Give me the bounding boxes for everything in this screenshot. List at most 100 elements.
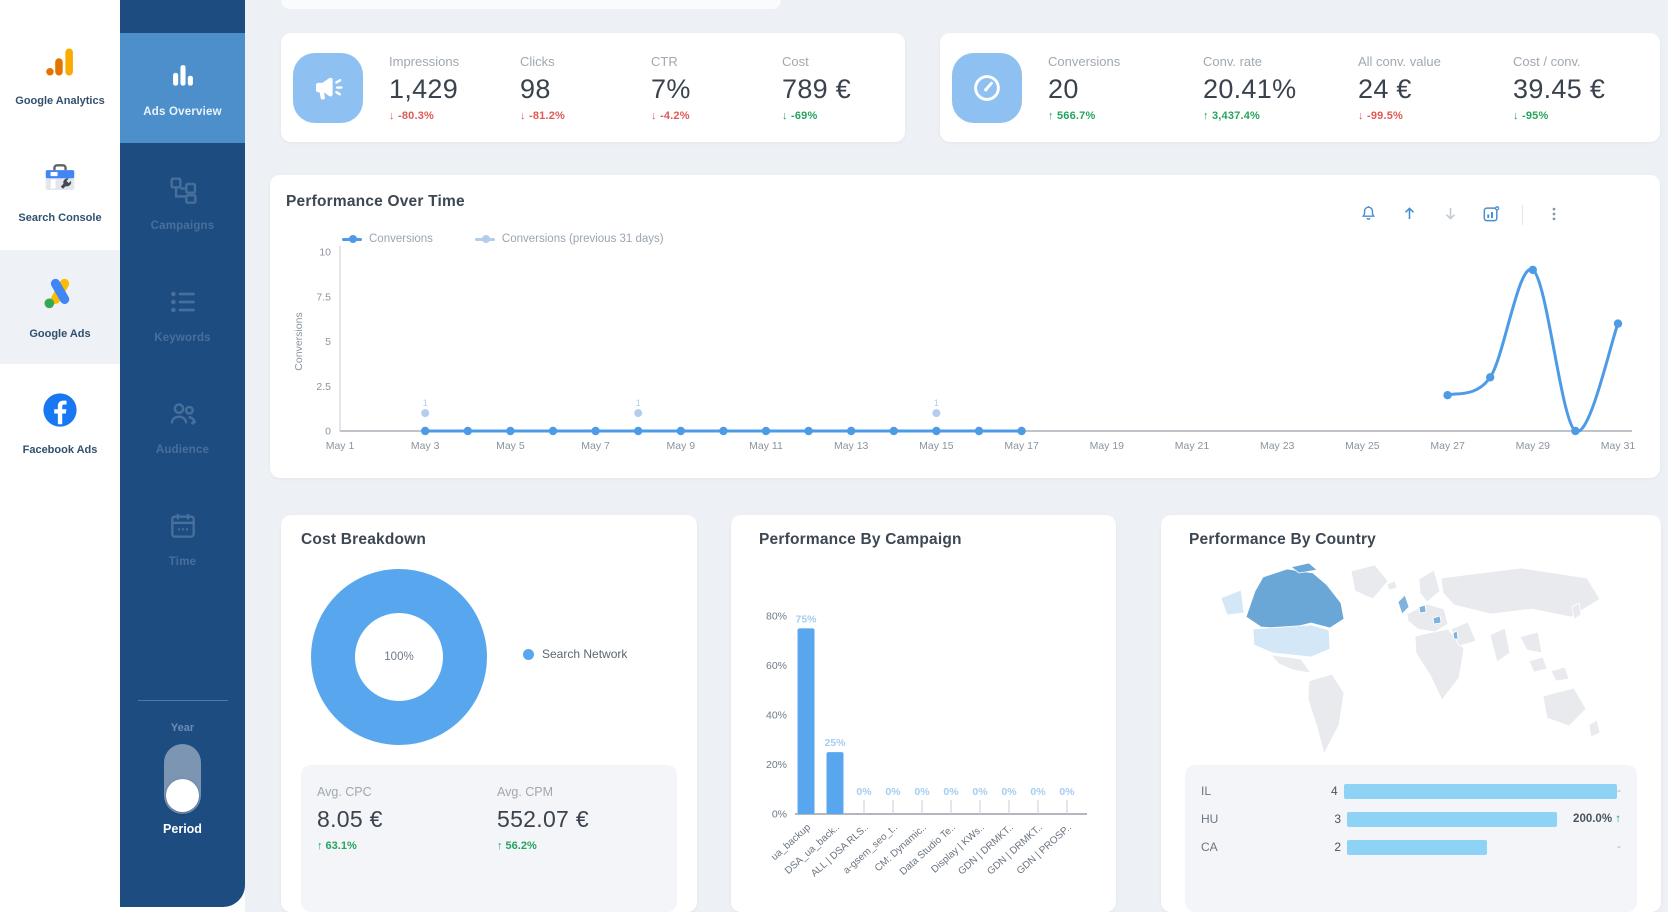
metric-conversions: Conversions 20 ↑ 566.7% (1030, 54, 1177, 122)
country-bar (1343, 783, 1618, 799)
metric-ctr: CTR 7% ↓ -4.2% (633, 54, 756, 122)
svg-text:May 23: May 23 (1260, 440, 1295, 452)
conversions-point (1486, 373, 1495, 382)
metric-delta: ↑ 566.7% (1048, 109, 1096, 122)
svg-text:0%: 0% (1059, 786, 1075, 798)
sidebar-item-label: Search Console (18, 211, 102, 224)
metric-all-conv-value: All conv. value 24 € ↓ -99.5% (1340, 54, 1487, 122)
conversions-point (847, 426, 856, 436)
conversions-point (421, 426, 430, 436)
prev-period-point (932, 409, 941, 418)
map-alaska[interactable] (1220, 589, 1245, 616)
performance-by-country-card: Performance By Country IL (1161, 515, 1661, 912)
metric-label: Impressions (389, 53, 460, 69)
bar-chart-icon (166, 58, 200, 97)
nav-item-campaigns[interactable]: Campaigns (120, 150, 245, 256)
report-export-button[interactable] (1481, 205, 1501, 225)
metric-delta: ↓ -80.3% (389, 109, 435, 122)
prev-period-point (421, 409, 430, 418)
legend-label: Conversions (previous 31 days) (501, 233, 664, 245)
card-title: Cost Breakdown (301, 531, 427, 548)
campaign-bar (826, 752, 844, 814)
svg-text:60%: 60% (766, 660, 787, 672)
conversions-point (974, 426, 984, 436)
legend-item-conversions-previous[interactable]: Conversions (previous 31 days) (474, 233, 664, 245)
stat-label: Avg. CPM (497, 785, 554, 799)
map-canada-arctic[interactable] (1290, 562, 1318, 574)
nav-item-keywords[interactable]: Keywords (120, 262, 245, 368)
svg-text:1: 1 (636, 398, 641, 408)
campaign-bar-chart: 0%20%40%60%80% 75%ua_backup25%DSA_ua_back… (766, 611, 1087, 879)
country-row-hu[interactable]: HU 3 200.0% ↑ (1185, 805, 1637, 833)
sidebar-item-label: Google Analytics (15, 94, 105, 107)
card-title: Performance By Country (1189, 531, 1377, 548)
stat-delta: ↑ 56.2% (497, 840, 537, 852)
metric-value: 1,429 (389, 73, 459, 104)
move-down-button[interactable] (1440, 205, 1460, 225)
svg-text:May 15: May 15 (919, 440, 954, 452)
sidebar-item-facebook-ads[interactable]: Facebook Ads (0, 368, 120, 480)
metric-delta: ↑ 3,437.4% (1203, 109, 1261, 122)
metric-cost: Cost 789 € ↓ -69% (764, 54, 887, 122)
svg-text:0%: 0% (972, 786, 988, 798)
chart-toolbar (1358, 205, 1564, 225)
nav-sidebar: Ads Overview Campaigns Keywords Audience… (120, 0, 245, 907)
stat-avg-cpc: Avg. CPC 8.05 € ↑ 63.1% (317, 785, 383, 852)
prev-period-point (634, 409, 643, 418)
donut-legend[interactable]: Search Network (523, 647, 627, 661)
map-canada[interactable] (1245, 568, 1345, 630)
map-israel[interactable] (1452, 630, 1459, 640)
metric-value: 20 (1048, 73, 1079, 104)
country-code: CA (1201, 840, 1218, 854)
nav-item-ads-overview[interactable]: Ads Overview (120, 33, 245, 143)
svg-text:May 11: May 11 (749, 440, 783, 452)
svg-text:2.5: 2.5 (316, 381, 331, 393)
nav-item-time[interactable]: Time (120, 486, 245, 592)
map-usa[interactable] (1252, 624, 1331, 658)
conversions-point (719, 426, 728, 436)
svg-text:May 31: May 31 (1601, 440, 1636, 452)
conversions-point (1017, 426, 1026, 436)
metric-label: Cost (782, 53, 809, 69)
conversions-point (506, 426, 515, 436)
platform-sidebar: Google Analytics Search Console Google A… (0, 0, 120, 912)
more-options-button[interactable] (1544, 205, 1564, 225)
year-period-toggle[interactable] (164, 744, 201, 814)
search-console-icon (41, 159, 79, 202)
country-change: - (1617, 841, 1621, 853)
country-row-il[interactable]: IL 4 - (1185, 777, 1637, 805)
map-benelux[interactable] (1418, 604, 1427, 614)
legend-label: Search Network (542, 647, 628, 661)
stat-value: 552.07 € (497, 806, 589, 832)
metric-value: 98 (520, 73, 551, 104)
country-change: - (1617, 785, 1621, 797)
sidebar-item-google-analytics[interactable]: Google Analytics (0, 20, 120, 132)
move-up-button[interactable] (1399, 205, 1419, 225)
list-icon (167, 286, 199, 323)
svg-text:0%: 0% (856, 786, 872, 798)
svg-text:May 19: May 19 (1090, 440, 1125, 452)
conversions-point (676, 426, 685, 436)
sidebar-item-search-console[interactable]: Search Console (0, 136, 120, 248)
svg-text:0%: 0% (1030, 786, 1046, 798)
nav-item-audience[interactable]: Audience (120, 374, 245, 480)
country-list-panel: IL 4 - HU 3 200.0% ↑ CA 2 - (1185, 765, 1637, 912)
cost-stats-panel: Avg. CPC 8.05 € ↑ 63.1% Avg. CPM 552.07 … (301, 765, 677, 912)
svg-text:20%: 20% (766, 759, 787, 771)
map-hungary[interactable] (1432, 615, 1442, 625)
country-bar (1347, 811, 1557, 827)
sidebar-item-google-ads[interactable]: Google Ads (0, 250, 120, 364)
svg-text:40%: 40% (766, 710, 787, 722)
alert-bell-button[interactable] (1358, 205, 1378, 225)
map-uk[interactable] (1397, 594, 1410, 615)
nav-item-label: Keywords (154, 332, 211, 344)
cost-breakdown-card: Cost Breakdown 100% Search Network Avg. … (281, 515, 697, 912)
metric-clicks: Clicks 98 ↓ -81.2% (502, 54, 625, 122)
country-row-ca[interactable]: CA 2 - (1185, 833, 1637, 861)
metric-delta: ↓ -99.5% (1358, 109, 1404, 122)
svg-text:0%: 0% (914, 786, 930, 798)
toggle-knob[interactable] (166, 779, 199, 812)
report-icon (1481, 204, 1501, 227)
svg-text:0%: 0% (772, 809, 787, 821)
legend-item-conversions[interactable]: Conversions (342, 233, 433, 245)
